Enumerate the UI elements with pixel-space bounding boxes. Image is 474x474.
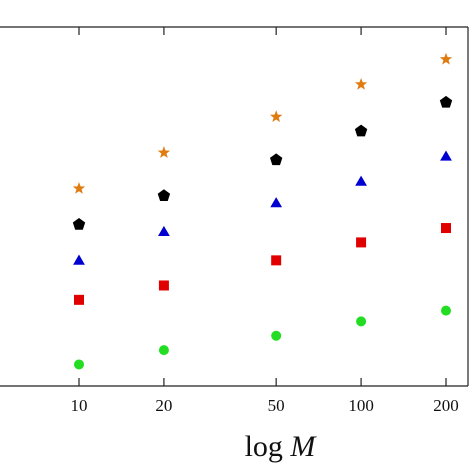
x-tick-label-200: 200 — [433, 396, 459, 415]
circle-point-10 — [74, 359, 84, 370]
x-axis-label-prefix: log — [245, 430, 283, 463]
star-point-100 — [354, 77, 368, 90]
circle-point-200 — [441, 305, 451, 316]
triangle-point-200 — [440, 150, 452, 161]
star-point-50 — [269, 110, 283, 123]
circle-point-50 — [271, 330, 282, 341]
triangle-point-100 — [355, 175, 367, 186]
triangle-point-50 — [270, 197, 283, 208]
star-point-10 — [72, 182, 86, 194]
triangle-point-10 — [73, 254, 85, 265]
square-point-20 — [158, 280, 169, 291]
x-tick-label-100: 100 — [348, 396, 374, 415]
x-tick-label-20: 20 — [155, 396, 172, 415]
square-point-10 — [74, 294, 84, 305]
circle-point-20 — [158, 345, 169, 356]
pentagon-point-50 — [269, 153, 283, 166]
x-tick-labels: 10 20 50 100 200 — [71, 396, 459, 415]
square-point-200 — [441, 223, 451, 234]
pentagon-point-100 — [354, 124, 368, 137]
square-point-100 — [356, 237, 367, 248]
data-points — [72, 52, 453, 370]
square-point-50 — [271, 255, 282, 266]
x-ticks — [78, 27, 447, 386]
plot-frame — [0, 26, 469, 387]
x-axis-label: log M — [245, 430, 318, 463]
pentagon-point-20 — [157, 189, 171, 201]
x-tick-label-10: 10 — [71, 396, 88, 415]
circle-point-100 — [356, 316, 367, 327]
star-point-20 — [157, 146, 171, 158]
triangle-point-20 — [158, 225, 170, 237]
pentagon-point-200 — [439, 95, 453, 108]
pentagon-point-10 — [72, 217, 86, 230]
star-point-200 — [439, 52, 453, 65]
x-tick-label-50: 50 — [268, 396, 285, 415]
x-axis-label-var: M — [289, 430, 317, 463]
